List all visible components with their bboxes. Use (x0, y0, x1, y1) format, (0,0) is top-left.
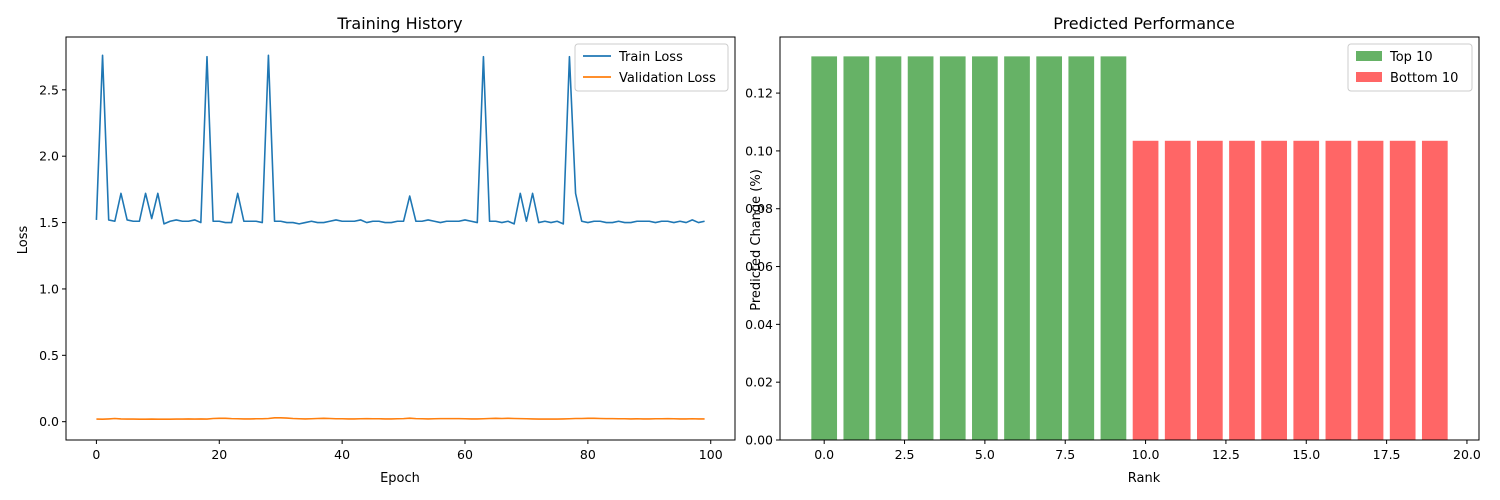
y-axis-label: Predicted Change (%) (749, 169, 764, 311)
x-tick-label: 0 (92, 447, 100, 462)
bar-bottom-10 (1261, 140, 1287, 441)
axes-frame (65, 36, 736, 441)
legend-label-top-10: Top 10 (1389, 50, 1433, 65)
y-axis-ticks: 0.0 0.5 1.0 1.5 2.0 2.5 (39, 82, 66, 429)
bar-top-10 (1036, 56, 1063, 441)
x-tick-label: 17.5 (1373, 447, 1401, 462)
series-line-validation-loss (96, 417, 705, 420)
plot-area (95, 54, 705, 420)
bar-bottom-10 (1421, 140, 1448, 441)
bar-top-10 (811, 56, 838, 441)
chart-title: Training History (336, 14, 462, 33)
bar-top-10 (939, 56, 966, 441)
bar-bottom-10 (1389, 140, 1416, 441)
bar-top-10 (1068, 56, 1095, 441)
bar-top-10 (907, 56, 934, 441)
legend: Train Loss Validation Loss (574, 43, 729, 92)
x-tick-label: 60 (457, 447, 473, 462)
x-tick-label: 2.5 (895, 447, 915, 462)
bar-top-10 (875, 56, 902, 441)
y-tick-label: 0.06 (745, 259, 773, 274)
bar-bottom-10 (1293, 140, 1320, 441)
x-axis-ticks: 0 20 40 60 80 100 (92, 440, 723, 462)
legend-box (574, 43, 729, 92)
bar-bottom-10 (1164, 140, 1191, 441)
y-tick-label: 0.0 (39, 414, 59, 429)
x-tick-label: 100 (699, 447, 723, 462)
legend-label-validation-loss: Validation Loss (619, 71, 716, 86)
y-tick-label: 0.04 (745, 317, 773, 332)
bar-bottom-10 (1229, 140, 1255, 441)
y-tick-label: 0.00 (745, 433, 773, 448)
legend-swatch-top-10 (1356, 51, 1382, 61)
x-tick-label: 15.0 (1292, 447, 1320, 462)
predicted-performance-chart: Predicted Performance 0.0 2.5 5.0 7.5 10.0 12… (745, 14, 1481, 486)
x-tick-label: 12.5 (1212, 447, 1240, 462)
legend-swatch-bottom-10 (1356, 72, 1382, 82)
y-tick-label: 1.0 (39, 281, 59, 296)
training-history-chart: Training History 0 20 40 60 80 100 0.0 0.5 1.0 1… (16, 14, 736, 486)
x-tick-label: 0.0 (814, 447, 834, 462)
bar-top-10 (1004, 56, 1030, 441)
legend-label-train-loss: Train Loss (618, 50, 683, 65)
x-tick-label: 20 (211, 447, 227, 462)
series-line-train-loss (95, 54, 705, 225)
bar-bottom-10 (1132, 140, 1159, 441)
legend-label-bottom-10: Bottom 10 (1390, 71, 1458, 86)
bar-bottom-10 (1325, 140, 1352, 441)
x-tick-label: 80 (580, 447, 596, 462)
axes-frame (779, 36, 1480, 441)
chart-title: Predicted Performance (1053, 14, 1235, 33)
x-axis-label: Rank (1128, 471, 1161, 486)
y-tick-label: 0.02 (745, 375, 773, 390)
bar-top-10 (1100, 56, 1127, 441)
bar-top-10 (843, 56, 870, 441)
y-axis-label: Loss (16, 226, 31, 255)
x-tick-label: 20.0 (1453, 447, 1481, 462)
x-axis-ticks: 0.0 2.5 5.0 7.5 10.0 12.5 15.0 17.5 20.0 (814, 440, 1481, 462)
y-tick-label: 0.12 (745, 86, 773, 101)
bar-bottom-10 (1357, 140, 1384, 441)
y-tick-label: 0.08 (745, 201, 773, 216)
x-axis-label: Epoch (380, 471, 420, 486)
bar-top-10 (972, 56, 998, 441)
y-tick-label: 2.5 (39, 82, 59, 97)
y-axis-ticks: 0.00 0.02 0.04 0.06 0.08 0.10 0.12 (745, 86, 780, 448)
y-tick-label: 1.5 (39, 215, 59, 230)
plot-area (811, 56, 1448, 441)
y-tick-label: 0.5 (39, 348, 59, 363)
x-tick-label: 7.5 (1055, 447, 1075, 462)
x-tick-label: 40 (334, 447, 350, 462)
y-tick-label: 2.0 (39, 149, 59, 164)
bar-bottom-10 (1196, 140, 1223, 441)
legend: Top 10 Bottom 10 (1347, 43, 1473, 92)
x-tick-label: 5.0 (975, 447, 995, 462)
y-tick-label: 0.10 (745, 143, 773, 158)
x-tick-label: 10.0 (1132, 447, 1160, 462)
